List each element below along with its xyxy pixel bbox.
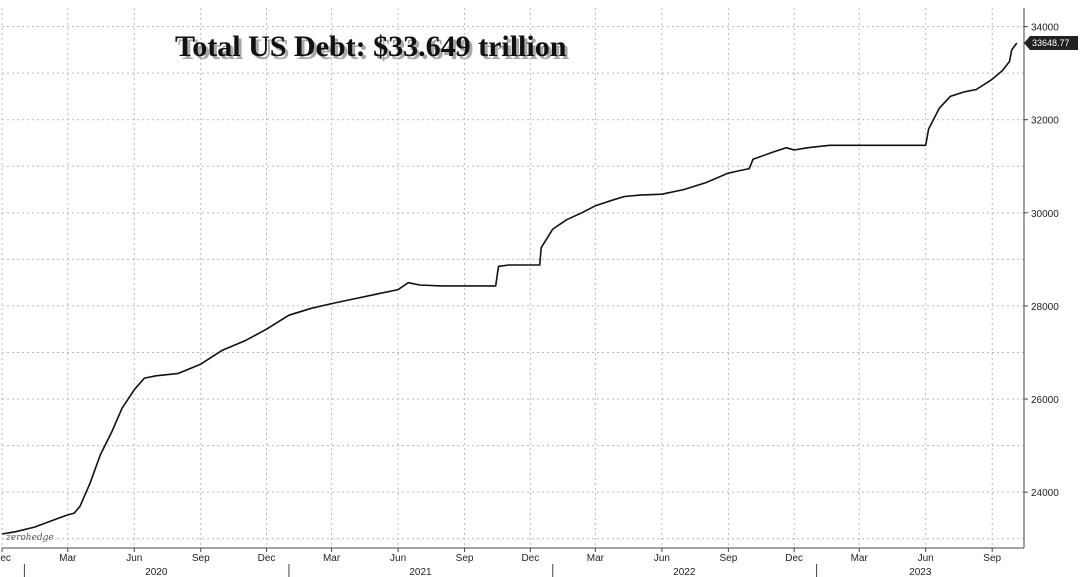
y-tick-label: 24000 [1031, 488, 1059, 499]
y-tick-label: 34000 [1031, 23, 1059, 34]
year-label: 2020 [145, 567, 168, 577]
x-tick-label: Jun [918, 553, 934, 564]
year-label: 2023 [909, 567, 932, 577]
x-tick-label: Jun [654, 553, 670, 564]
x-tick-label: Sep [192, 553, 210, 564]
x-tick-label: Mar [59, 553, 77, 564]
x-tick-label: Mar [323, 553, 341, 564]
x-tick-label: Dec [258, 553, 276, 564]
x-tick-label: Sep [456, 553, 474, 564]
y-tick-label: 30000 [1031, 209, 1059, 220]
x-tick-label: Jun [390, 553, 406, 564]
labels: 24000 26000 28000 30000 32000 34000 Dec Mar Jun S… [0, 23, 1078, 577]
x-tick-label: Dec [521, 553, 539, 564]
chart-title-shadow: Total US Debt: $33.649 trillion [178, 33, 570, 66]
x-tick-label: Dec [785, 553, 803, 564]
last-value-label: 33648.77 [1032, 38, 1070, 48]
x-tick-label: Dec [0, 553, 11, 564]
watermark: zerohedge [5, 533, 54, 543]
x-tick-label: Sep [983, 553, 1001, 564]
axes [1, 8, 1028, 577]
x-tick-label: Mar [587, 553, 605, 564]
x-tick-label: Sep [719, 553, 737, 564]
y-tick-label: 28000 [1031, 302, 1059, 313]
grid [1, 8, 1024, 548]
y-tick-label: 26000 [1031, 395, 1059, 406]
series [1, 42, 1018, 535]
chart-title: Total US Debt: $33.649 trillion [175, 30, 567, 63]
year-label: 2022 [673, 567, 696, 577]
x-tick-label: Mar [851, 553, 869, 564]
year-label: 2021 [409, 567, 432, 577]
y-tick-label: 32000 [1031, 116, 1059, 127]
x-tick-label: Jun [126, 553, 142, 564]
last-value-flag [1024, 35, 1078, 50]
debt-series-line [1, 42, 1018, 535]
